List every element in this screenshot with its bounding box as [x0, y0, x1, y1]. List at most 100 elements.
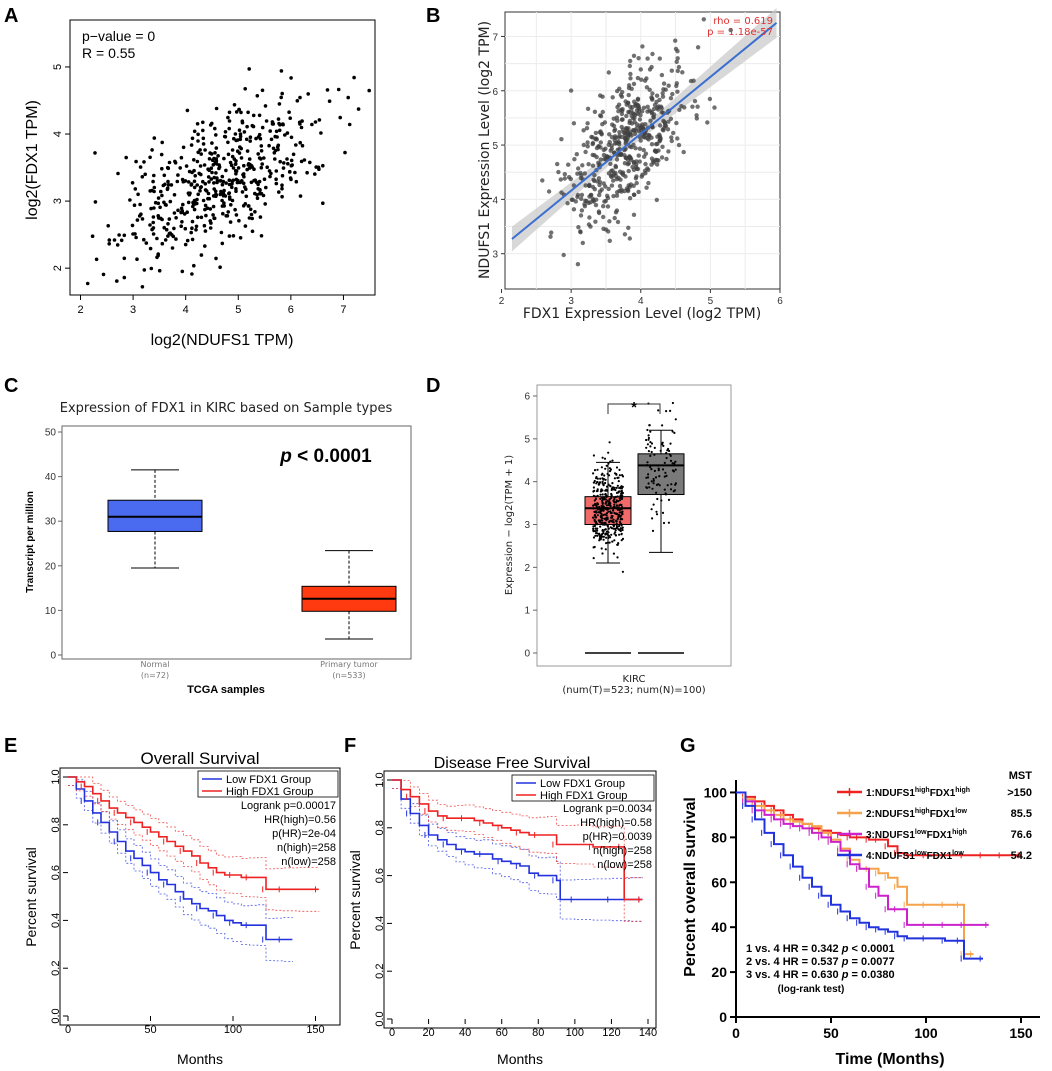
panel-d-point	[601, 547, 603, 549]
panel-a-point	[252, 179, 256, 183]
panel-b-point	[644, 186, 648, 190]
panel-a-point	[234, 132, 238, 136]
panel-b-point	[652, 115, 656, 119]
panel-a-point	[286, 162, 290, 166]
panel-d-point	[600, 536, 602, 538]
panel-b-point	[690, 105, 694, 109]
panel-f-y-label: Percent survival	[347, 850, 363, 950]
panel-b-point	[581, 128, 585, 132]
panel-g-legend-sup2: low	[955, 808, 967, 815]
panel-a-point	[164, 238, 168, 242]
panel-a-point	[172, 227, 176, 231]
panel-d-point	[647, 473, 649, 475]
panel-d-point	[612, 519, 614, 521]
panel-b-y-tick-label: 5	[492, 141, 498, 152]
panel-a-point	[174, 161, 178, 165]
panel-d-point	[646, 429, 648, 431]
panel-a-x-tick-label: 4	[183, 304, 189, 316]
panel-d-point	[599, 526, 601, 528]
panel-a-point	[199, 186, 203, 190]
panel-d-point	[653, 482, 655, 484]
panel-e-y-tick-label: 0.4	[50, 913, 62, 928]
panel-a-point	[174, 216, 178, 220]
panel-g-legend-sup1: high	[915, 808, 930, 815]
panel-a-point	[208, 197, 212, 201]
panel-b-point	[613, 164, 617, 168]
panel-d-point	[610, 520, 612, 522]
panel-d-point	[596, 528, 598, 530]
panel-d-point	[657, 409, 659, 411]
panel-g-y-tick-label: 80	[711, 829, 727, 845]
panel-g-hr-value: < 0.0001	[848, 943, 894, 955]
panel-a-point	[164, 203, 168, 207]
panel-d-point	[620, 485, 622, 487]
panel-a-point	[196, 133, 200, 137]
panel-a-point	[249, 208, 253, 212]
panel-c-y-tick-label: 30	[45, 517, 57, 528]
panel-b-point	[650, 91, 654, 95]
panel-e-title: Overall Survival	[140, 749, 259, 768]
panel-b-point	[647, 108, 651, 112]
panel-a-point	[213, 151, 217, 155]
panel-a-point	[218, 265, 222, 269]
panel-b-point	[636, 97, 640, 101]
panel-b-point	[562, 253, 566, 257]
panel-c-cat-normal: Normal	[141, 660, 170, 669]
panel-a-point	[153, 186, 157, 190]
panel-a-point	[210, 141, 214, 145]
panel-a-point	[230, 163, 234, 167]
panel-b-point	[639, 78, 643, 82]
panel-d-point	[616, 556, 618, 558]
panel-d-y-tick-label: 3	[524, 520, 530, 531]
panel-b-point	[648, 88, 652, 92]
panel-d-point	[596, 506, 598, 508]
panel-f-x-tick-label: 60	[496, 1027, 508, 1039]
panel-d-point	[673, 490, 675, 492]
panel-b-point	[624, 114, 628, 118]
panel-b-point	[626, 158, 630, 162]
panel-a-point	[158, 206, 162, 210]
panel-a-point	[204, 229, 208, 233]
panel-d-point	[599, 498, 601, 500]
panel-b-point	[571, 198, 575, 202]
panel-a-pvalue: p−value = 0	[82, 28, 155, 44]
panel-a-point	[275, 169, 279, 173]
panel-a-point	[283, 133, 287, 137]
panel-a-point	[280, 92, 284, 96]
panel-a-point	[150, 148, 154, 152]
panel-a-point	[224, 130, 228, 134]
panel-a-point	[201, 129, 205, 133]
panel-a-point	[278, 160, 282, 164]
panel-b-point	[603, 147, 607, 151]
panel-b-point	[674, 121, 678, 125]
panel-a-point	[321, 201, 325, 205]
panel-a-label: A	[4, 5, 18, 27]
panel-b-point	[583, 204, 587, 208]
panel-b-point	[624, 137, 628, 141]
panel-b-point	[591, 141, 595, 145]
panel-g-hr-line: 2 vs. 4 HR = 0.537 p = 0.0077	[746, 956, 895, 968]
panel-d-point	[670, 460, 672, 462]
panel-f-nlow: n(low)=258	[597, 859, 652, 871]
panel-e: E Overall Survival 0 50 100 150 0.00.20.40.…	[4, 735, 340, 1067]
panel-d-point	[606, 504, 608, 506]
panel-d-point	[664, 472, 666, 474]
panel-d-point	[603, 539, 605, 541]
panel-d-point	[668, 522, 670, 524]
panel-f-y-tick-label: 0.6	[374, 868, 386, 883]
panel-a-point	[108, 238, 112, 242]
panel-a-point	[221, 242, 225, 246]
panel-b-point	[576, 225, 580, 229]
panel-a-point	[185, 164, 189, 168]
panel-a-point	[264, 186, 268, 190]
panel-b-point	[702, 17, 706, 21]
panel-a-point	[269, 172, 273, 176]
panel-d-point	[614, 477, 616, 479]
panel-b-y-tick-label: 4	[492, 195, 498, 206]
panel-a-point	[210, 166, 214, 170]
panel-e-y-ticks: 0.00.20.40.60.81.0	[50, 769, 68, 1023]
panel-a-point	[184, 227, 188, 231]
panel-a-point	[168, 217, 172, 221]
panel-d-point	[613, 553, 615, 555]
panel-a-point	[208, 219, 212, 223]
